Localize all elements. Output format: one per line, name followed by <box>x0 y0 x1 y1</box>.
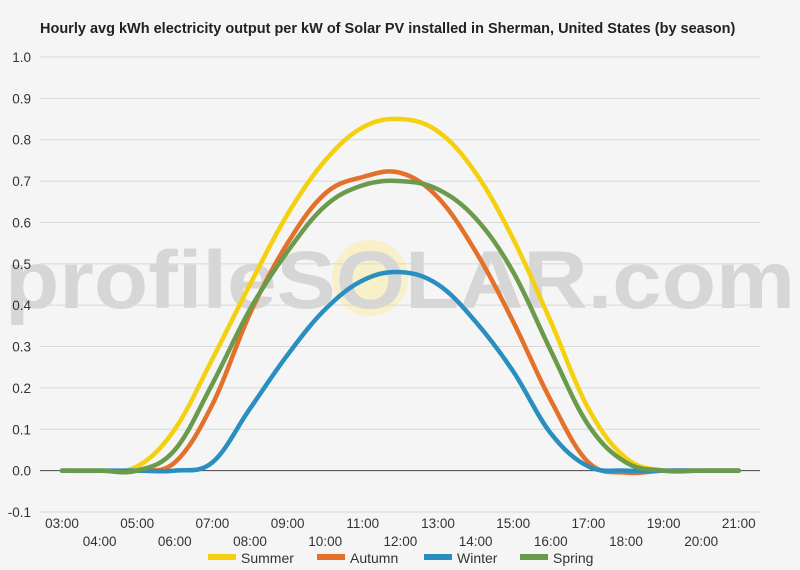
x-tick-label: 11:00 <box>346 516 379 531</box>
x-tick-label: 18:00 <box>609 534 643 549</box>
x-tick-label: 12:00 <box>384 534 418 549</box>
x-tick-label: 17:00 <box>572 516 606 531</box>
series-lines <box>59 116 742 476</box>
x-tick-label: 04:00 <box>83 534 117 549</box>
y-tick-label: 1.0 <box>12 50 31 65</box>
legend-label-autumn: Autumn <box>350 550 398 566</box>
x-tick-label: 13:00 <box>421 516 455 531</box>
x-tick-label: 03:00 <box>45 516 79 531</box>
x-tick-label: 16:00 <box>534 534 568 549</box>
x-tick-label: 09:00 <box>271 516 305 531</box>
y-tick-label: 0.3 <box>12 340 31 355</box>
chart-title: Hourly avg kWh electricity output per kW… <box>40 21 736 37</box>
legend-label-summer: Summer <box>241 550 294 566</box>
y-tick-label: 0.6 <box>12 215 31 230</box>
legend-swatch-winter <box>424 554 452 560</box>
x-tick-label: 08:00 <box>233 534 267 549</box>
x-tick-label: 15:00 <box>496 516 530 531</box>
x-tick-label: 14:00 <box>459 534 493 549</box>
y-tick-label: 0.4 <box>12 298 31 313</box>
x-tick-label: 05:00 <box>120 516 154 531</box>
x-tick-label: 20:00 <box>684 534 718 549</box>
y-tick-label: 0.2 <box>12 381 31 396</box>
x-tick-label: 10:00 <box>308 534 342 549</box>
watermark-text: profileSOLAR.com <box>5 235 795 326</box>
series-line-winter <box>59 269 742 474</box>
watermark: profileSOLAR.com <box>5 235 795 326</box>
y-tick-label: -0.1 <box>8 505 31 520</box>
x-tick-label: 07:00 <box>196 516 230 531</box>
legend-swatch-summer <box>208 554 236 560</box>
series-line-summer <box>59 116 742 474</box>
x-tick-label: 06:00 <box>158 534 192 549</box>
x-tick-label: 19:00 <box>647 516 681 531</box>
legend-swatch-autumn <box>317 554 345 560</box>
x-tick-label: 21:00 <box>722 516 756 531</box>
legend-label-winter: Winter <box>457 550 498 566</box>
y-tick-label: 0.5 <box>12 257 31 272</box>
series-line-spring <box>59 178 742 475</box>
legend-label-spring: Spring <box>553 550 593 566</box>
y-tick-label: 0.1 <box>12 422 31 437</box>
legend-swatch-spring <box>520 554 548 560</box>
legend: Summer Autumn Winter Spring <box>208 550 593 566</box>
y-tick-label: 0.8 <box>12 133 31 148</box>
y-tick-label: 0.0 <box>12 464 31 479</box>
y-axis: -0.1 0.0 0.1 0.2 0.3 0.4 0.5 0.6 0.7 0.8 0.9 1.0 <box>8 50 32 520</box>
y-tick-label: 0.7 <box>12 174 31 189</box>
y-tick-label: 0.9 <box>12 91 31 106</box>
